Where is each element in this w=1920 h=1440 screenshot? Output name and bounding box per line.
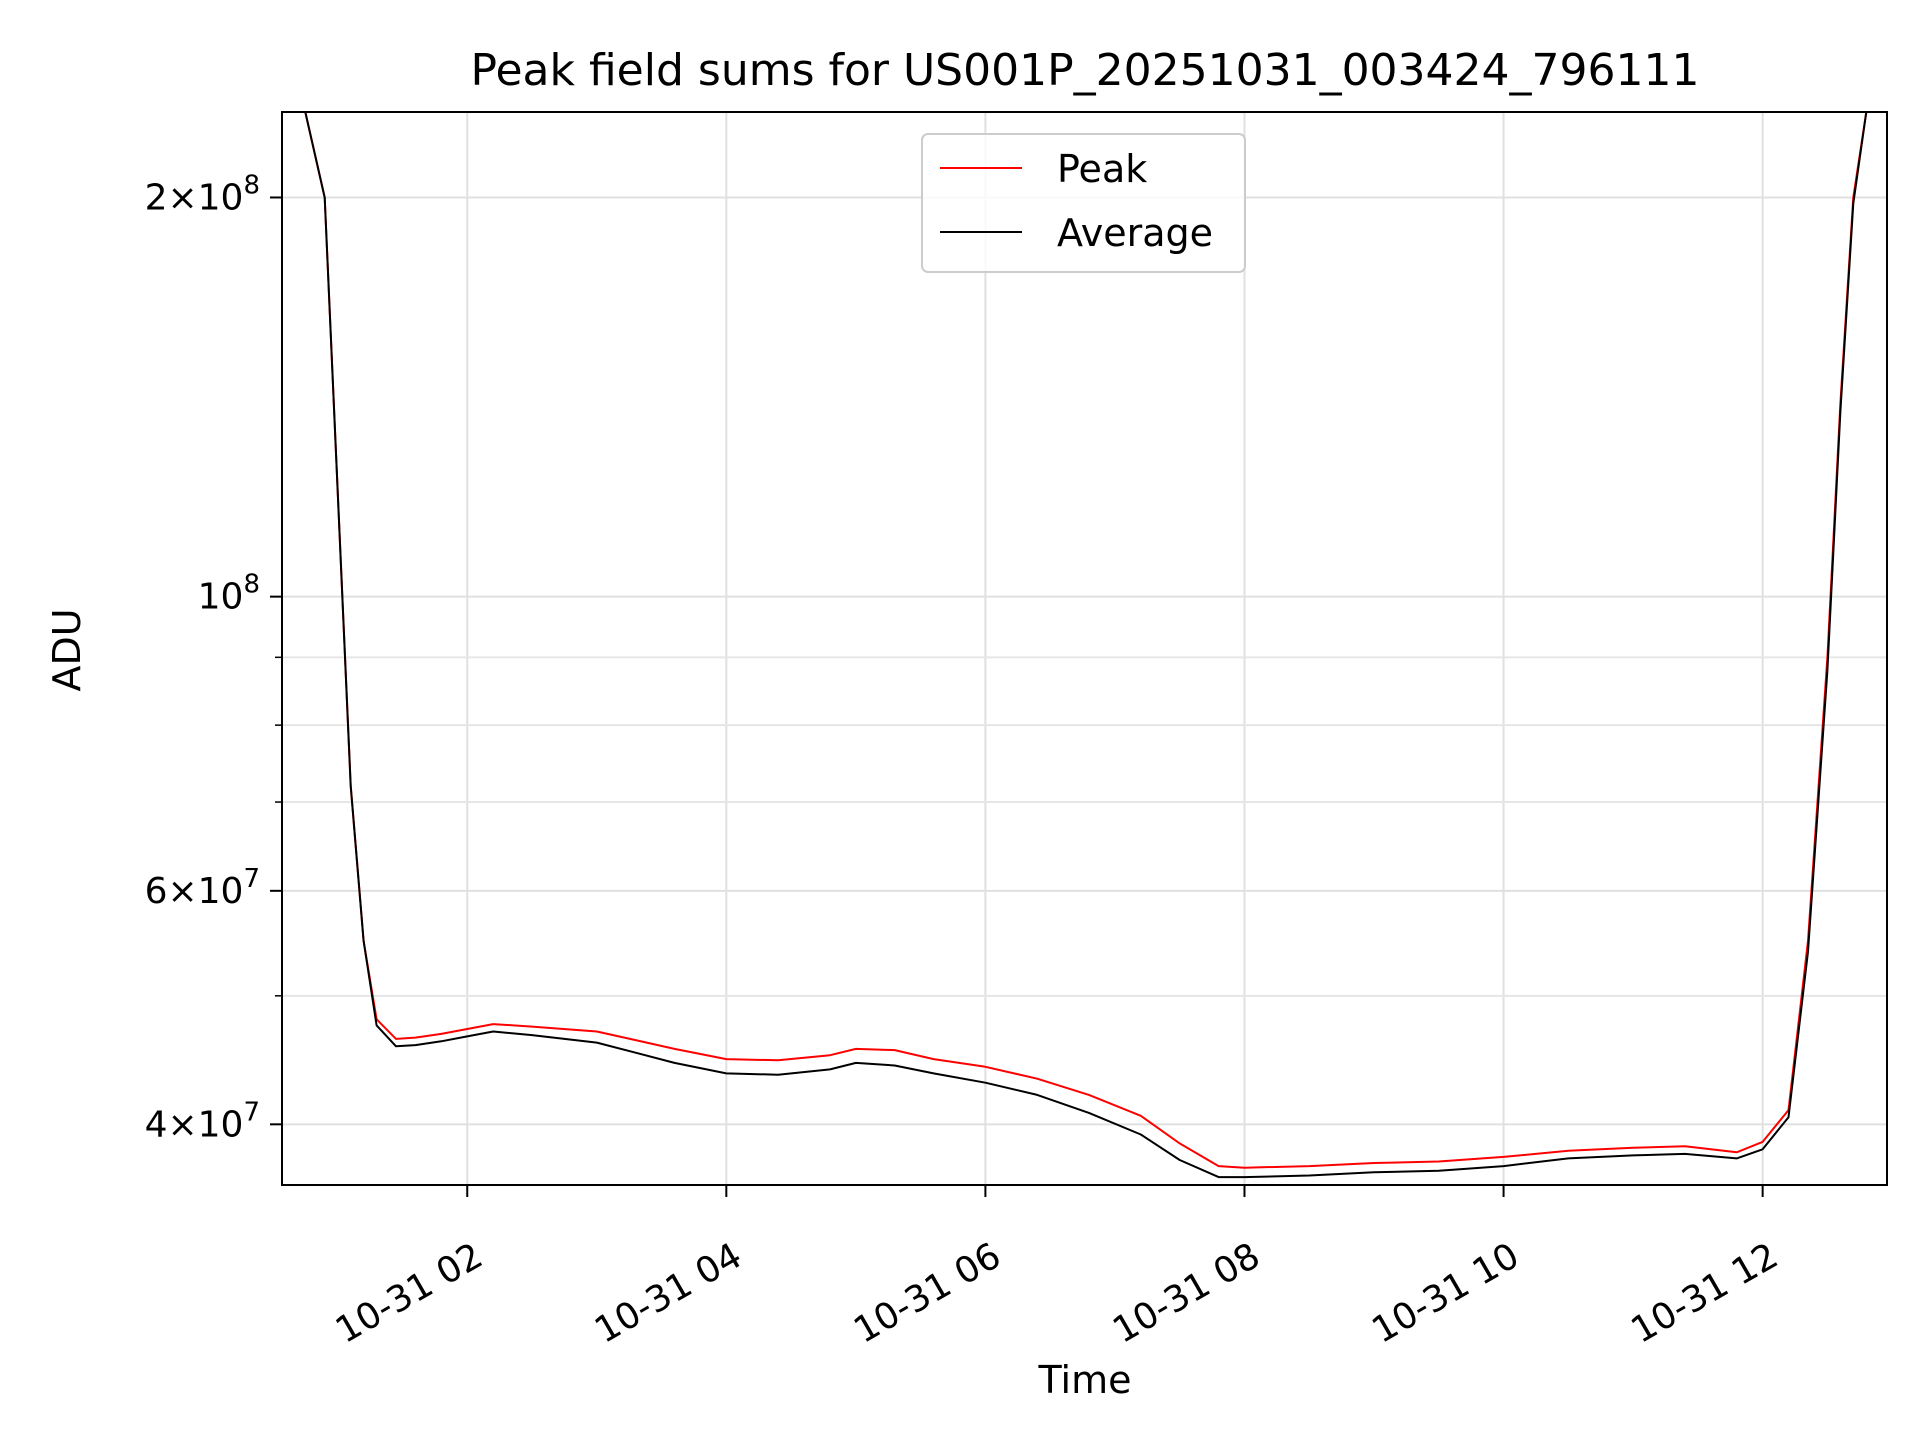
legend-label-peak: Peak [1057, 147, 1147, 191]
series-line-average [282, 112, 1887, 1179]
y-tick-label: 108 [198, 570, 260, 618]
chart-title: Peak field sums for US001P_20251031_0034… [471, 45, 1700, 96]
series-line-peak [282, 112, 1887, 1169]
series-layer [282, 112, 1887, 1179]
y-tick-label: 4×107 [145, 1097, 260, 1145]
legend-label-average: Average [1057, 211, 1213, 255]
y-axis-label: ADU [45, 608, 89, 691]
y-tick-label: 2×108 [145, 170, 260, 218]
y-tick-label: 6×107 [145, 864, 260, 912]
x-axis-label: Time [1038, 1358, 1132, 1402]
legend: Peak Average [921, 133, 1246, 273]
plot-frame [281, 111, 1888, 1186]
